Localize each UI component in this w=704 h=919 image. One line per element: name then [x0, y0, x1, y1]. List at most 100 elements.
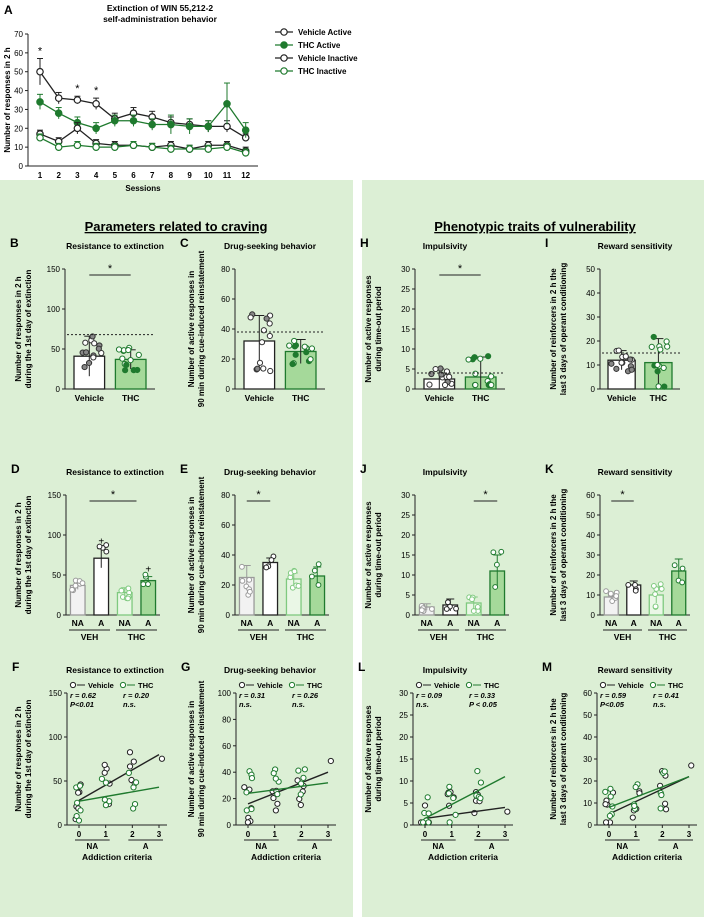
y-tick-label: 30: [583, 755, 592, 764]
y-axis-label-line: Number of responses in 2 h: [14, 502, 23, 607]
y-axis-label-J: Number of active responsesduring time-ou…: [364, 501, 383, 609]
data-dot-I: [664, 343, 671, 350]
data-dot-E: [268, 557, 275, 563]
y-tick-label: 60: [583, 689, 592, 698]
stat-r-vehicle-M: r = 0.59: [600, 691, 627, 700]
data-point-thc-M: [657, 805, 664, 812]
legend-marker-thc-M: [649, 681, 657, 689]
data-dot-E: [263, 564, 270, 571]
x-tick-label-E: NA: [241, 618, 253, 628]
group-label-J: VEH: [430, 632, 447, 642]
chart-title-C: Drug-seeking behavior: [224, 241, 317, 251]
x-tick-label-A: 3: [75, 171, 80, 180]
data-dot-K: [652, 603, 659, 610]
data-dot-J: [470, 608, 477, 614]
y-axis-label-K: Number of reinforcers in 2 h thelast 3 d…: [549, 489, 568, 622]
data-point-thc-M: [602, 788, 609, 795]
x-axis-title-A: Sessions: [125, 184, 161, 193]
data-point-thc-G: [297, 791, 304, 798]
sig-star-J: *: [483, 489, 488, 501]
data-dot-B: [82, 339, 89, 346]
y-tick-label: 20: [222, 795, 231, 804]
y-tick-label: 40: [586, 531, 595, 540]
x-tick-label-M: 3: [687, 830, 692, 839]
data-point-thc-L: [419, 819, 427, 826]
y-tick-label: 40: [586, 289, 595, 298]
sig-star-D: *: [111, 489, 116, 501]
group-label-F: A: [143, 842, 149, 851]
data-point-vehicle-F: [101, 761, 108, 768]
y-tick-label: 30: [401, 265, 410, 274]
data-point-thc-L: [424, 794, 431, 801]
data-point-A: [167, 145, 175, 153]
legend-marker-thc-F: [119, 681, 127, 689]
data-dot-E: [315, 561, 322, 568]
data-point-A: [36, 98, 44, 106]
data-dot-B: [91, 340, 98, 347]
y-axis-label-line: Number of reinforcers in 2 h the: [549, 698, 558, 820]
x-tick-label-A: 9: [187, 171, 192, 180]
bar-E-veh-a: [262, 561, 279, 616]
plus-mark-D: +: [145, 565, 151, 576]
y-axis-label-line: 90 min during cue-induced reinstatement: [197, 476, 206, 633]
y-axis-H: 0 5 10 15 20 25 30: [401, 265, 416, 394]
legend-marker-A: [280, 67, 288, 75]
data-point-A: [73, 141, 82, 150]
stat-p-vehicle-F: P<0.01: [70, 700, 94, 709]
data-point-vehicle-L: [421, 802, 429, 809]
data-dot-B: [89, 333, 96, 340]
y-tick-label: 20: [586, 571, 595, 580]
data-dot-H: [426, 381, 433, 388]
y-axis-J: 0 5 10 15 20 25 30: [401, 491, 416, 620]
data-point-vehicle-F: [101, 769, 108, 776]
data-point-thc-M: [607, 785, 614, 792]
y-tick-label: 0: [588, 821, 593, 830]
data-dot-K: [657, 581, 664, 588]
x-tick-label-D: NA: [119, 618, 131, 628]
x-tick-label-H: THC: [472, 393, 489, 403]
y-axis-label-line: Number of responses in 2 h: [14, 276, 23, 381]
y-axis-label-A: Number of responses in 2 h: [3, 47, 12, 152]
section-title-vulnerability: Phenotypic traits of vulnerability: [434, 219, 636, 234]
stat-p-thc-M: n.s.: [653, 700, 666, 709]
series-line-vehicle-active: [39, 71, 247, 139]
data-point-A: [223, 143, 231, 151]
y-axis-label-M: Number of reinforcers in 2 h thelast 3 d…: [549, 693, 568, 826]
x-tick-label-J: NA: [421, 618, 433, 628]
data-point-thc-F: [73, 812, 80, 820]
series-line-vehicle-inactive: [39, 127, 246, 152]
data-point-thc-F: [102, 802, 109, 809]
legend-label-A: THC Active: [298, 41, 341, 50]
x-tick-label-A: 2: [56, 171, 61, 180]
y-tick-label: 50: [586, 265, 595, 274]
y-tick-label: 50: [51, 345, 60, 354]
y-axis-label-H: Number of active responsesduring time-ou…: [364, 275, 383, 383]
data-point-thc-G: [272, 775, 279, 782]
panel-letter-J: J: [360, 462, 367, 476]
y-tick-label: 0: [406, 385, 411, 394]
y-tick-label: 100: [47, 305, 61, 314]
y-tick-label: 25: [401, 285, 410, 294]
y-axis-label-line: during time-out period: [374, 286, 383, 371]
data-dot-I: [660, 364, 667, 371]
panel-letter-L: L: [358, 660, 365, 674]
y-tick-label: 0: [591, 611, 596, 620]
data-dot-E: [239, 563, 245, 570]
left-panel-bg: [0, 180, 353, 917]
y-axis-F: 0 50 100 150: [49, 689, 68, 830]
data-dot-I: [657, 346, 664, 353]
y-tick-label: 60: [14, 49, 23, 58]
x-tick-label-M: 2: [660, 830, 665, 839]
y-tick-label: 10: [586, 361, 595, 370]
data-dot-H: [485, 353, 492, 360]
data-point-A: [54, 109, 63, 118]
legend-marker-vehicle-L: [415, 681, 423, 689]
stat-r-thc-L: r = 0.33: [469, 691, 496, 700]
x-tick-label-E: NA: [288, 618, 300, 628]
data-dot-D: [142, 571, 149, 578]
y-axis-label-E: Number of active responses in90 min duri…: [187, 476, 206, 633]
data-dot-B: [95, 345, 102, 352]
data-point-A: [73, 96, 82, 104]
y-axis-M: 0 10 20 30 40 50 60: [583, 689, 598, 830]
regression-line-vehicle-F: [78, 753, 160, 801]
